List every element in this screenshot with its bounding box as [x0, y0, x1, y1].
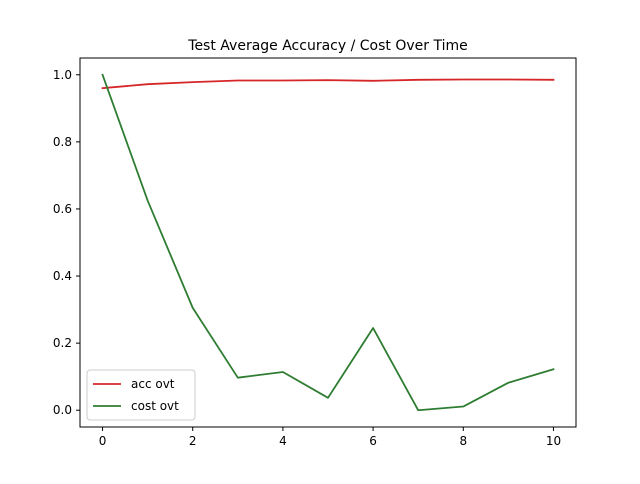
y-tick-label: 0.6 [53, 202, 72, 216]
series-line-0 [101, 78, 555, 90]
series-lines [101, 73, 555, 412]
legend: acc ovt cost ovt [86, 369, 196, 421]
y-tick-label: 0.4 [53, 269, 72, 283]
axes-frame [79, 57, 577, 428]
x-tick-label: 6 [369, 434, 377, 448]
x-tick-label: 0 [99, 434, 107, 448]
x-tick-label: 8 [459, 434, 467, 448]
y-tick-label: 1.0 [53, 68, 72, 82]
x-tick-label: 10 [546, 434, 561, 448]
legend-label: cost ovt [131, 399, 179, 413]
series-line-1 [101, 73, 555, 412]
chart-title: Test Average Accuracy / Cost Over Time [187, 38, 467, 54]
y-tick-label: 0.2 [53, 336, 72, 350]
y-tick-label: 0.8 [53, 135, 72, 149]
legend-box [86, 369, 196, 421]
legend-label: acc ovt [131, 377, 175, 391]
y-tick-label: 0.0 [53, 403, 72, 417]
x-tick-label: 2 [189, 434, 197, 448]
axis-ticks: 0 2 4 6 8 10 0.0 0.2 0.4 0.6 0.8 1.0 [53, 68, 561, 448]
x-tick-label: 4 [279, 434, 287, 448]
